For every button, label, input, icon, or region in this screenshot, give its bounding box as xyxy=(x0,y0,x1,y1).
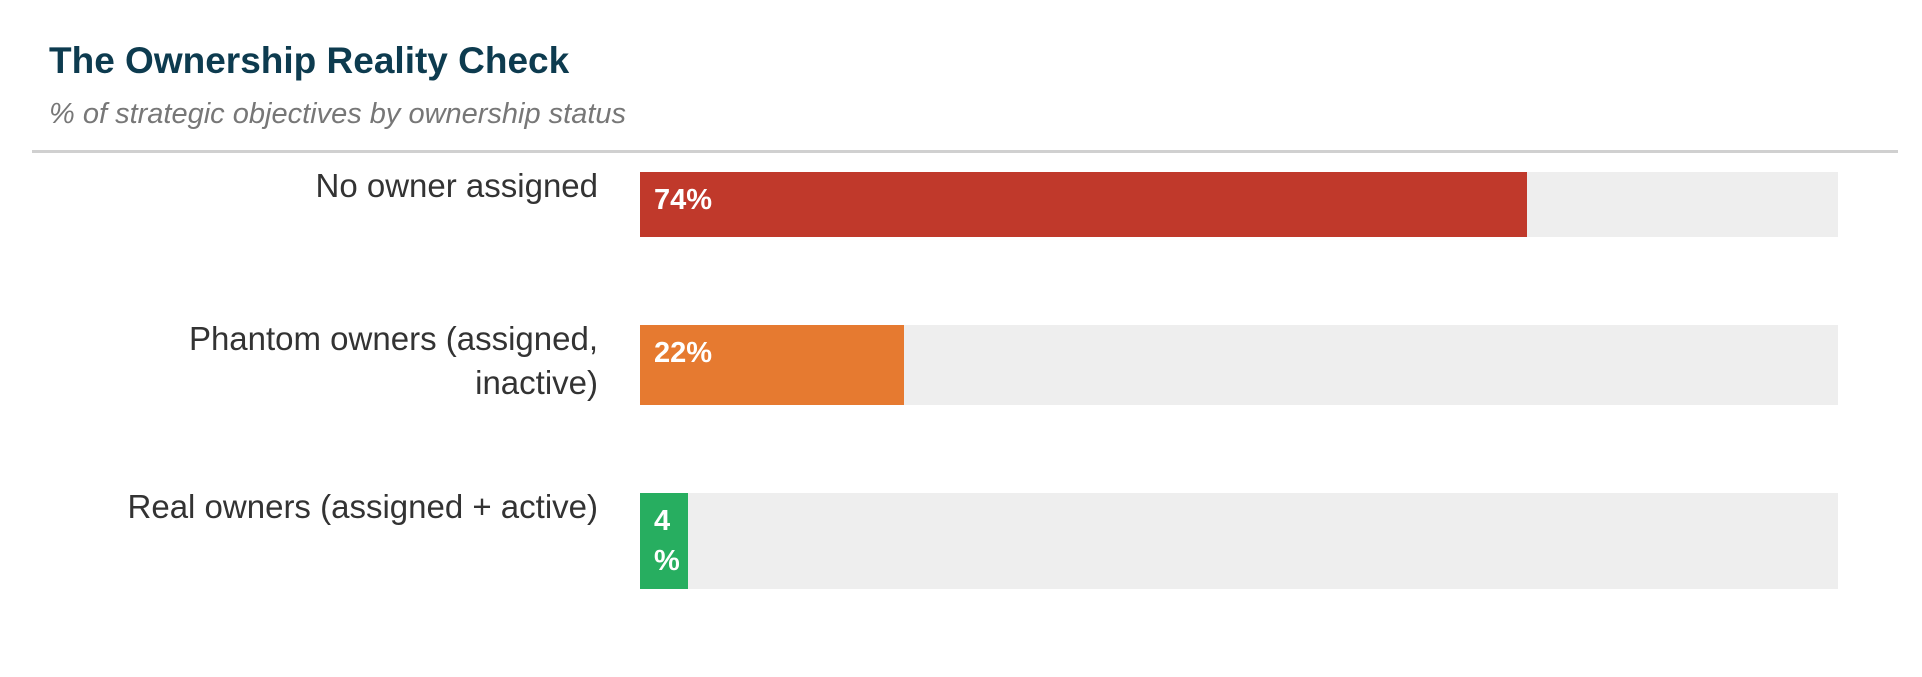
bar-track: 74% xyxy=(640,172,1838,237)
category-label: No owner assigned xyxy=(315,167,599,204)
divider xyxy=(32,150,1898,153)
page: The Ownership Reality Check % of strateg… xyxy=(32,40,1898,589)
bar-track: 4% xyxy=(640,493,1838,589)
bar-row: No owner assigned 74% xyxy=(0,167,1922,237)
bar-chart: No owner assigned 74% Phantom owners (assi… xyxy=(0,167,1922,677)
chart-title: The Ownership Reality Check xyxy=(49,40,570,81)
chart-subtitle: % of strategic objectives by ownership s… xyxy=(49,98,627,130)
bar-row: Real owners (assigned + active) 4% xyxy=(0,488,1922,589)
value-label: 74% xyxy=(654,184,713,216)
value-label: 22% xyxy=(654,337,713,369)
bar-track: 22% xyxy=(640,325,1838,405)
category-label: Real owners (assigned + active) xyxy=(127,488,598,525)
bar: 74% xyxy=(640,172,1527,237)
bar-row: Phantom owners (assigned, inactive) 22% xyxy=(0,320,1922,405)
bar: 22% xyxy=(640,325,904,405)
bar: 4% xyxy=(640,493,688,589)
value-label: 4% xyxy=(654,505,680,577)
category-label: Phantom owners (assigned, inactive) xyxy=(188,320,598,401)
